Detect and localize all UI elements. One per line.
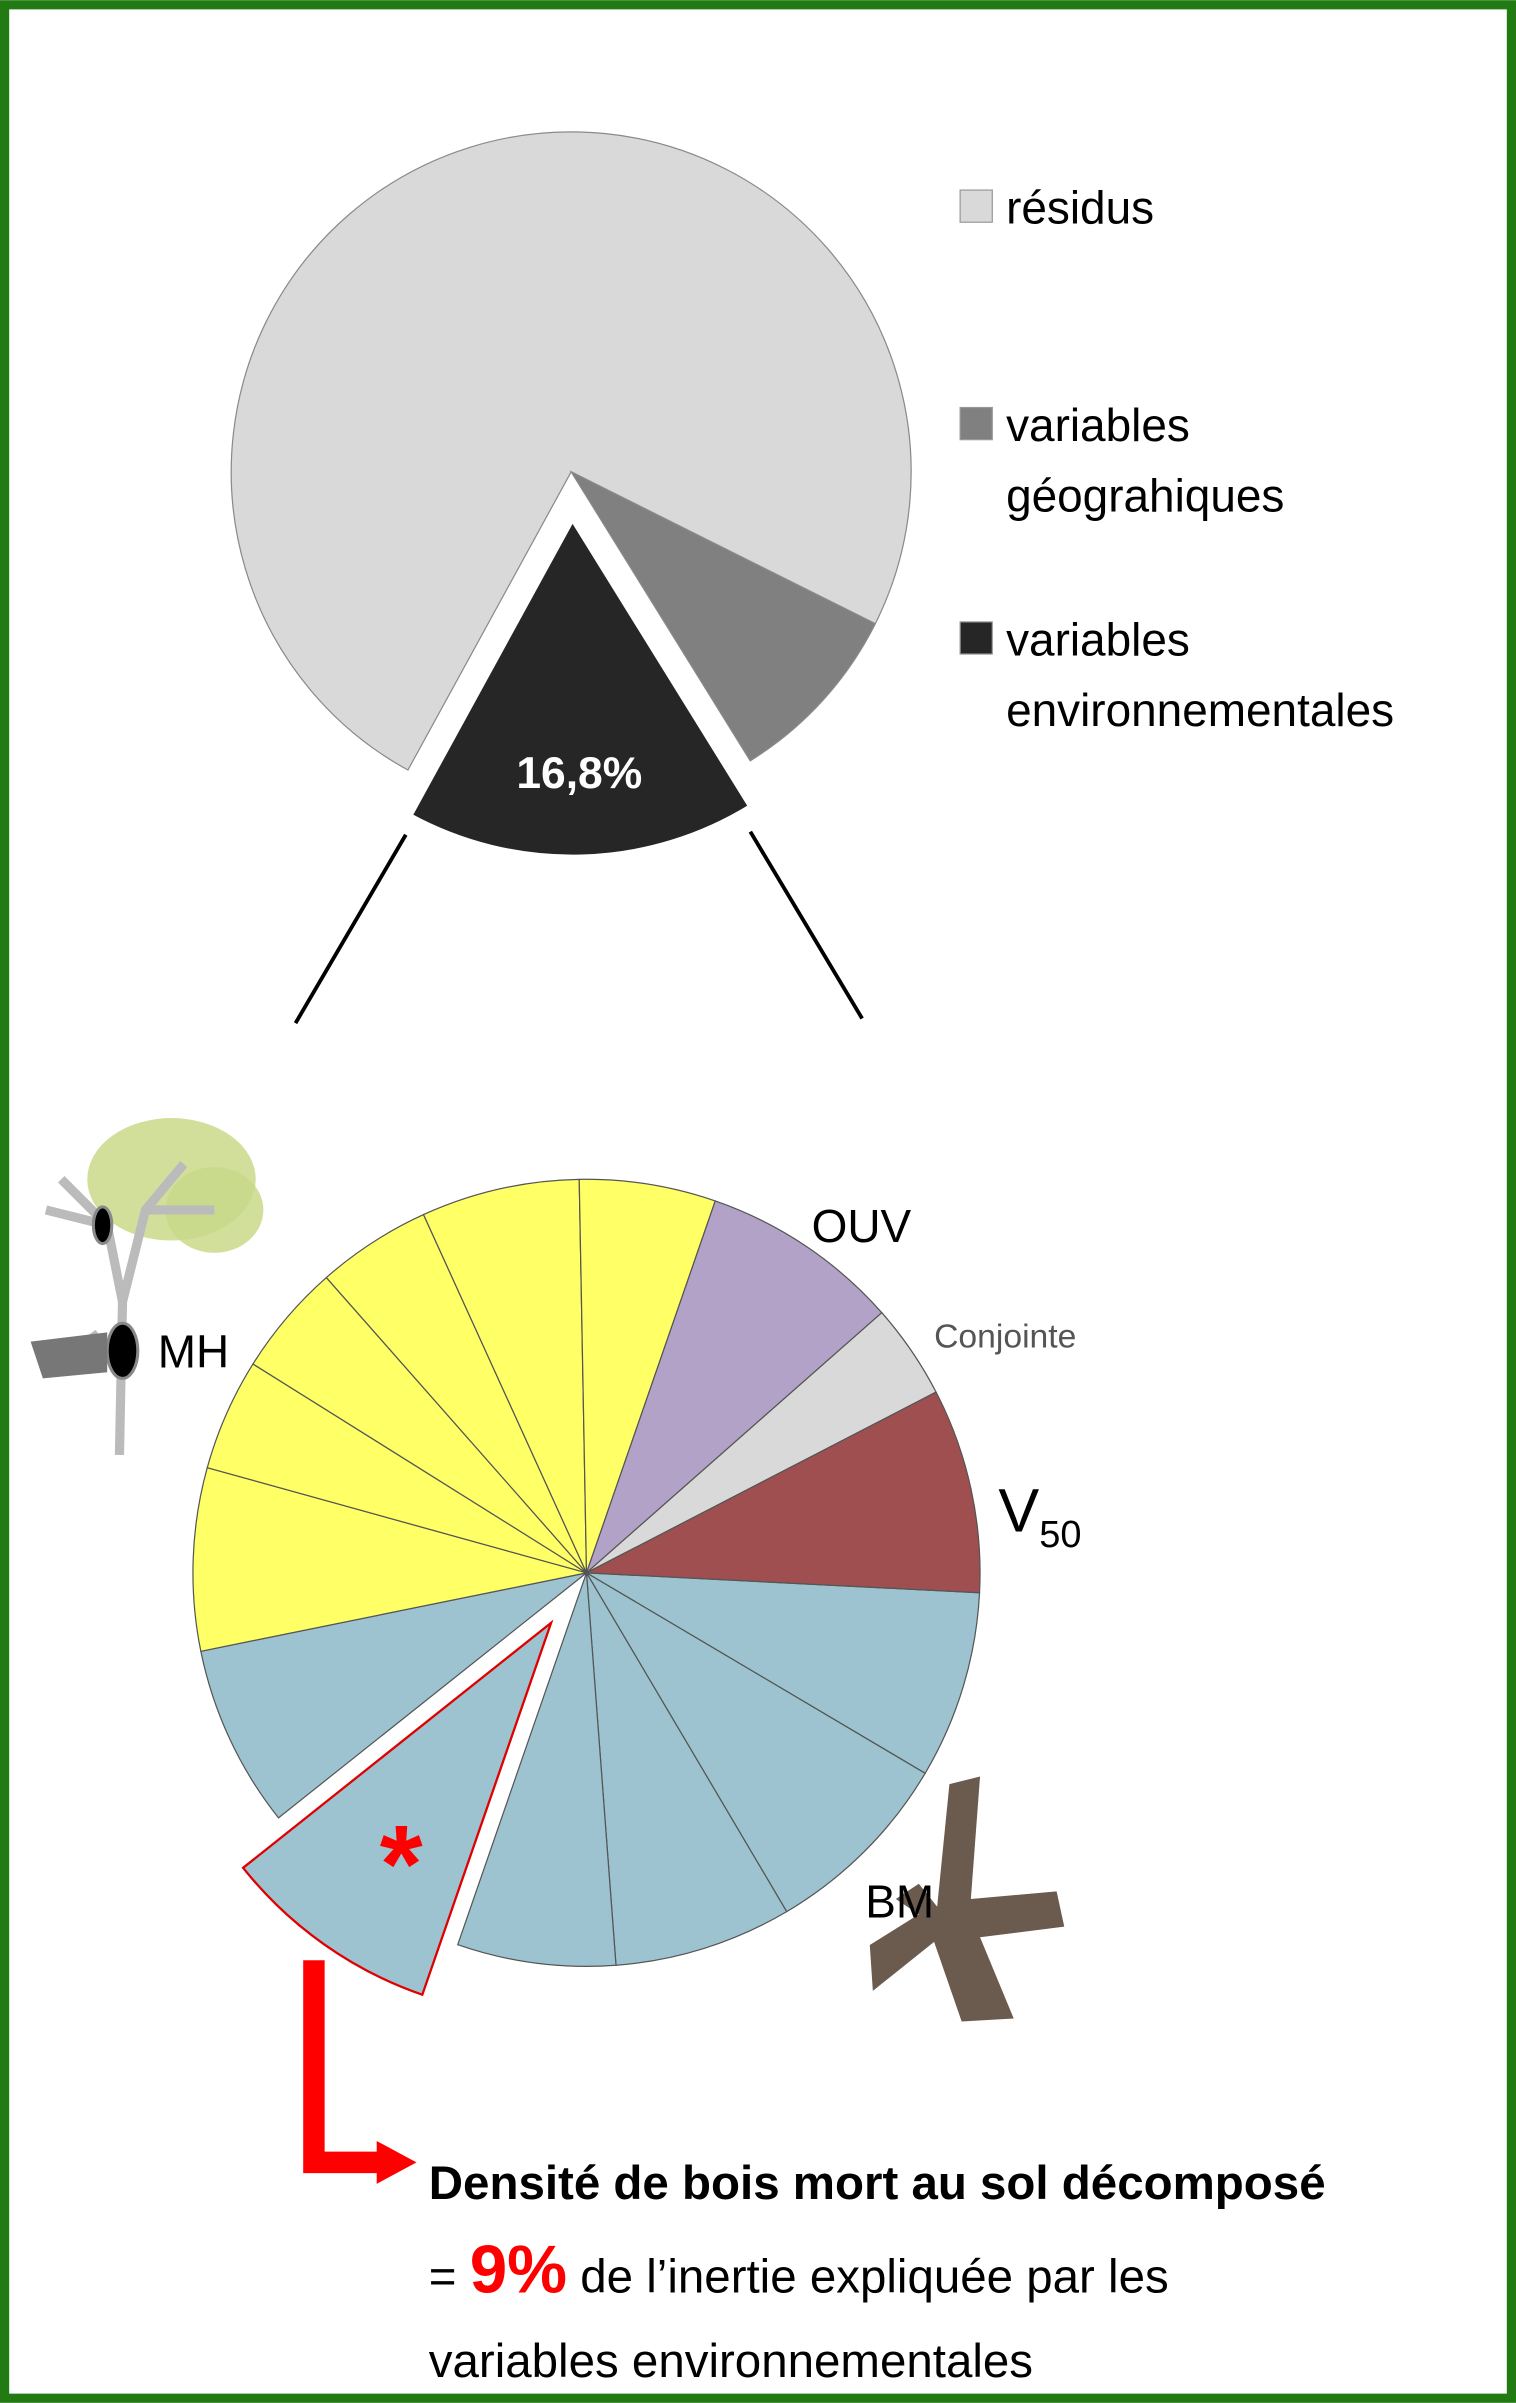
legend-swatch: [960, 622, 992, 654]
callout-rest: de l’inertie expliquée par les: [580, 2251, 1168, 2304]
legend-label: environnementales: [1006, 684, 1394, 736]
value-label: 16,8%: [516, 749, 642, 798]
annotation-text: Conjointe: [934, 1319, 1076, 1356]
callout-title: Densité de bois mort au sol décomposé: [429, 2157, 1326, 2210]
annotation-text: OUV: [812, 1200, 912, 1252]
legend-label: variables: [1006, 399, 1190, 451]
annotation-text: V: [998, 1476, 1039, 1544]
annotation: MH: [158, 1326, 229, 1378]
callout-line: variables environnementales: [429, 2335, 1033, 2388]
annotation: OUV: [812, 1200, 912, 1252]
legend-label: variables: [1006, 614, 1190, 666]
legend-swatch: [960, 408, 992, 440]
annotation: Conjointe: [934, 1319, 1076, 1356]
annotation: BM: [865, 1875, 934, 1927]
page: Densité de bois mort au sol décomposé = …: [0, 0, 1516, 2403]
annotation-text: MH: [158, 1326, 229, 1378]
callout-highlight: 9%: [470, 2233, 567, 2308]
annotation-subscript: 50: [1039, 1514, 1081, 1556]
figure: Densité de bois mort au sol décomposé = …: [0, 0, 1516, 2403]
legend-label: géograhiques: [1006, 470, 1284, 522]
callout-prefix: =: [429, 2251, 457, 2304]
annotation-text: BM: [865, 1875, 934, 1927]
legend-label: résidus: [1006, 182, 1154, 234]
legend-swatch: [960, 190, 992, 222]
legend-label-line: résidus: [1006, 182, 1154, 234]
annotation: *: [380, 1803, 423, 1926]
annotation-text: *: [380, 1803, 423, 1926]
